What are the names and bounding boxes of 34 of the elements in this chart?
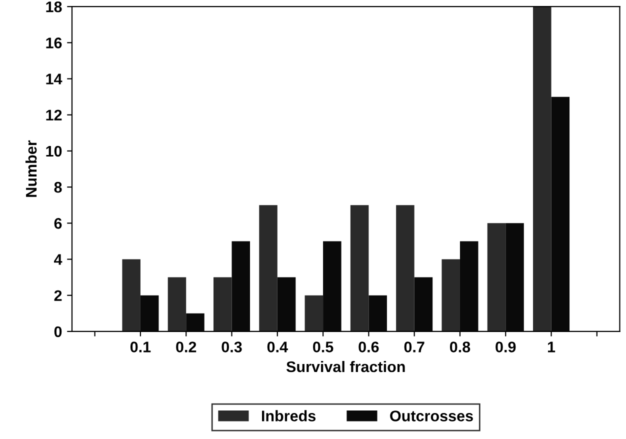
x-tick-label: 0.2 (176, 342, 196, 352)
y-tick-label: 8 (54, 182, 62, 193)
x-tick-label: 0.6 (358, 342, 379, 352)
x-tick-label: 1 (548, 342, 556, 352)
x-axis-title: Survival fraction (286, 360, 405, 372)
x-tick-label: 0.7 (404, 342, 424, 352)
bar (487, 223, 506, 332)
legend-label: Inbreds (262, 410, 316, 422)
y-tick-label: 10 (46, 146, 62, 157)
x-tick-label: 0.3 (222, 342, 242, 352)
y-tick-label: 2 (54, 290, 62, 301)
y-tick-label: 16 (46, 38, 62, 48)
bar (259, 205, 278, 332)
bar (122, 259, 140, 332)
bar (396, 205, 414, 332)
x-tick-label: 0.8 (450, 342, 470, 352)
y-axis-title: Number (25, 140, 37, 197)
y-tick-label: 6 (54, 218, 62, 229)
y-tick-label: 18 (46, 1, 62, 12)
bar (442, 259, 460, 332)
bar (533, 6, 552, 332)
x-tick-label: 0.5 (313, 342, 334, 352)
y-tick-label: 14 (46, 74, 62, 84)
x-tick-label: 0.9 (496, 342, 516, 352)
y-tick-label: 12 (46, 110, 62, 120)
bar (168, 277, 186, 332)
y-tick-label: 4 (54, 254, 62, 265)
legend-label: Outcrosses (390, 410, 473, 422)
bar (304, 295, 324, 332)
x-tick-label: 0.1 (130, 342, 151, 352)
y-tick-label: 0 (54, 326, 62, 338)
bar (350, 205, 369, 332)
x-tick-label: 0.4 (267, 342, 288, 352)
bar (213, 277, 232, 332)
